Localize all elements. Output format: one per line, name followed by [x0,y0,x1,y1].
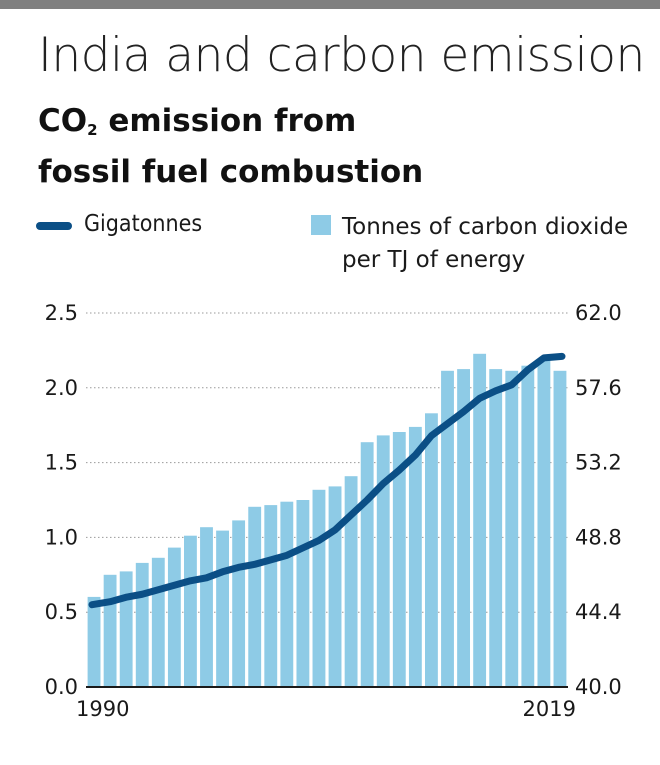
bar [87,596,101,687]
right-axis-tick-label: 40.0 [575,675,622,699]
line-series [88,352,566,609]
bar [392,432,406,687]
right-axis-tick-label: 62.0 [575,301,622,325]
bar [248,506,262,687]
chart-title-line2: fossil fuel combustion [38,154,424,190]
bar-series [87,353,567,687]
legend-bar-label-line1: Tonnes of carbon dioxide [342,214,629,240]
bar [505,370,519,687]
right-axis-tick-label: 44.4 [575,600,622,624]
bar [167,547,181,687]
bar [537,360,551,687]
bar [312,489,326,687]
right-axis-tick-label: 53.2 [575,451,622,475]
left-axis-ticks: 0.0 0.5 1.0 1.5 2.0 2.5 [45,301,78,699]
bar [216,530,229,687]
left-axis-tick-label: 1.0 [45,525,78,549]
bar [441,370,454,687]
x-axis-ticks: 1990 2019 [76,697,576,721]
left-axis-tick-label: 2.0 [45,376,78,400]
bar [264,505,278,687]
top-rule [0,0,660,9]
bar [103,574,117,687]
right-axis-ticks: 40.0 44.4 48.8 53.2 57.6 62.0 [575,301,622,699]
bar [151,557,165,687]
left-axis-tick-label: 1.5 [45,451,78,475]
left-axis-tick-label: 2.5 [45,301,78,325]
bar [135,562,149,687]
bar [200,527,213,687]
left-axis-tick-label: 0.5 [45,600,78,624]
chart-title-prefix: CO [38,103,88,139]
bar [473,353,487,687]
bar [489,369,503,687]
bar [184,535,197,687]
right-axis-tick-label: 48.8 [575,525,622,549]
chart-title: CO2 emission from fossil fuel combustion [38,100,423,193]
x-axis-tick-label: 2019 [523,697,576,721]
page-title: India and carbon emission [38,28,645,83]
bar [376,435,390,687]
x-axis-tick-label: 1990 [76,697,129,721]
legend-bar-swatch [311,215,331,235]
bar [328,486,342,687]
bar [280,501,294,687]
bar [457,369,470,687]
chart-title-subscript: 2 [87,121,98,139]
bar [360,442,374,687]
series-line [88,352,566,609]
bar [425,413,438,687]
legend-bar-label-line2: per TJ of energy [342,247,526,273]
left-axis-tick-label: 0.0 [45,675,78,699]
chart-title-rest: emission from [97,103,357,139]
legend-line-label: Gigatonnes [84,211,203,237]
bar [408,426,422,687]
bar [232,520,246,687]
bar [553,370,567,687]
legend-line-swatch [36,222,72,230]
bar [296,500,310,687]
bar [119,571,133,687]
bar [521,365,535,687]
bar [344,476,358,687]
right-axis-tick-label: 57.6 [575,376,622,400]
legend-bar-label: Tonnes of carbon dioxide per TJ of energ… [342,211,642,277]
